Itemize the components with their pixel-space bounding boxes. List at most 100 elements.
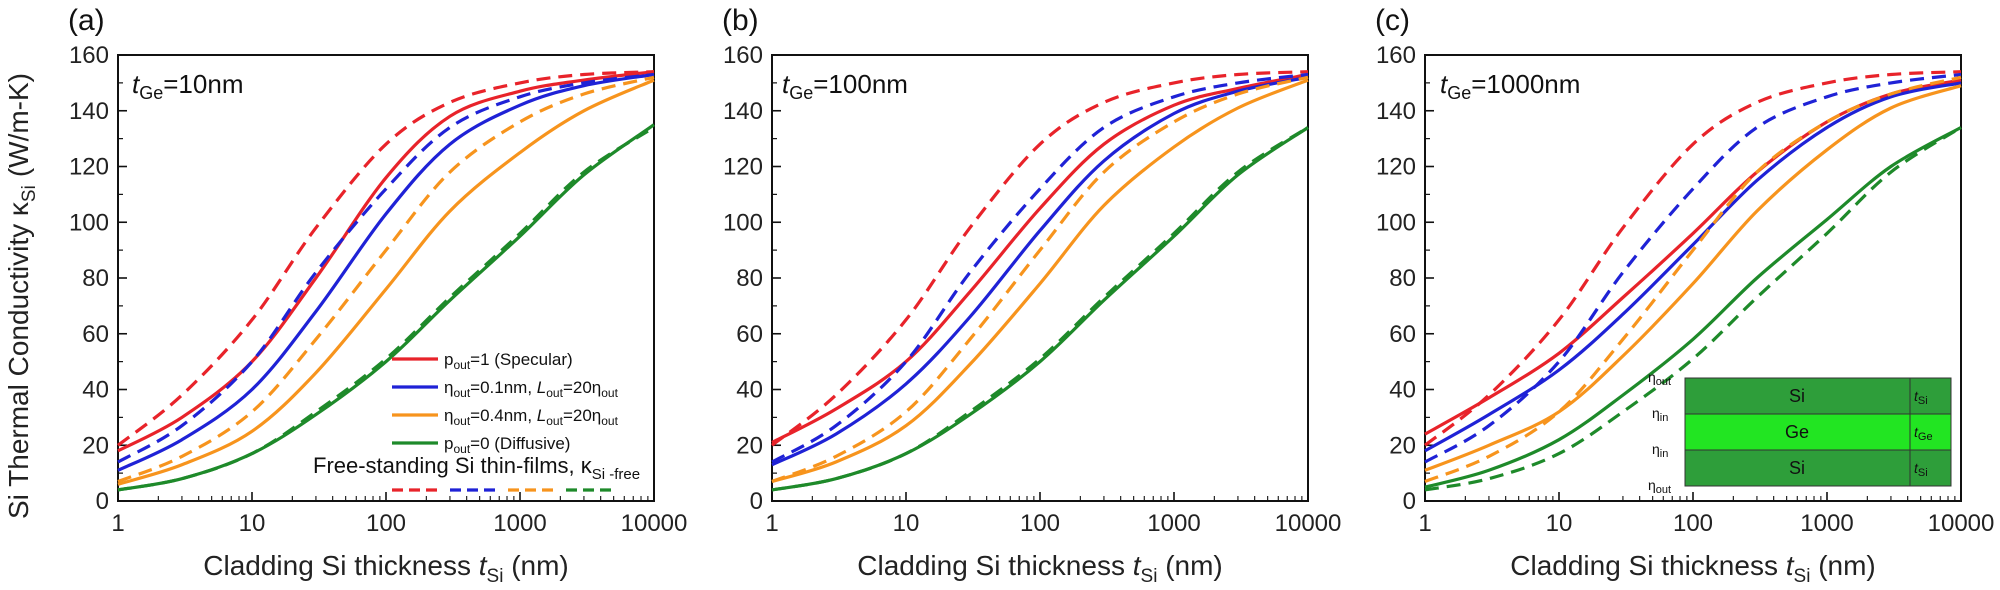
panel-c-series-diffusive-solid bbox=[1424, 126, 1962, 489]
panel-c-annotation-sub: Ge bbox=[1447, 83, 1471, 103]
panel-b-y-tick-label: 160 bbox=[723, 42, 763, 69]
panel-a-series-eta04-solid bbox=[117, 78, 655, 486]
panel-c-y-tick-label: 160 bbox=[1376, 42, 1416, 69]
panel-a-series-specular-dashed bbox=[117, 70, 655, 447]
y-axis-title-unit: (W/m-K) bbox=[3, 73, 34, 177]
inset-right-sub: Si bbox=[1918, 395, 1928, 407]
legend-eta04-var: L bbox=[537, 406, 546, 425]
legend-eta01-sub2: out bbox=[546, 386, 563, 400]
panel-c-x-axis-title: Cladding Si thickness tSi (nm) bbox=[1510, 550, 1876, 587]
inset-left-label-lower-interface: ηin bbox=[1652, 441, 1668, 460]
panel-a-annotation-sub: Ge bbox=[139, 83, 163, 103]
legend-specular-sub: out bbox=[453, 358, 470, 372]
inset-left-eta: η bbox=[1648, 477, 1656, 493]
inset-left-eta: η bbox=[1652, 405, 1660, 421]
panel-b-x-tick-label: 1000 bbox=[1147, 510, 1200, 537]
panel-b-annotation-sub: Ge bbox=[789, 83, 813, 103]
panel-a-x-tick-label: 1000 bbox=[493, 510, 546, 537]
panel-b-y-tick-label: 140 bbox=[723, 98, 763, 125]
panel-c-y-tick-label: 40 bbox=[1389, 377, 1416, 404]
panel-c-label: (c) bbox=[1375, 4, 1410, 37]
legend-diffusive-post: =0 (Diffusive) bbox=[470, 434, 570, 453]
inset-left-sub: in bbox=[1660, 448, 1669, 460]
legend: pout=1 (Specular) ηout=0.1nm, Lout=20ηou… bbox=[313, 350, 640, 492]
panel-b-annotation: tGe=100nm bbox=[782, 69, 908, 103]
x-axis-title-unit: (nm) bbox=[1810, 550, 1875, 581]
inset-left-sub: out bbox=[1656, 484, 1671, 496]
inset-left-label-bottom: ηout bbox=[1648, 477, 1671, 496]
legend-free-main: Free-standing Si thin-films, κ bbox=[313, 453, 593, 478]
panel-c-x-tick-label: 10 bbox=[1546, 510, 1573, 537]
x-axis-title-var: t bbox=[1133, 550, 1142, 581]
panel-c-y-tick-label: 120 bbox=[1376, 154, 1416, 181]
panel-a-x-tick-label: 100 bbox=[366, 510, 406, 537]
panel-c-x-tick-label: 1000 bbox=[1800, 510, 1853, 537]
panel-b-y-tick-label: 120 bbox=[723, 154, 763, 181]
panel-a-annotation: tGe=10nm bbox=[132, 69, 243, 103]
panel-c-ticks: 0 20 40 60 80 100 120 140 160 1 10 100 1000 10000 bbox=[1376, 42, 1994, 537]
panel-c-y-tick-label: 20 bbox=[1389, 432, 1416, 459]
panel-b-y-tick-label: 20 bbox=[736, 432, 763, 459]
x-axis-title-main: Cladding Si thickness bbox=[1510, 550, 1785, 581]
panel-c-series-eta01-dashed bbox=[1424, 72, 1962, 464]
panel-c-y-tick-label: 140 bbox=[1376, 98, 1416, 125]
panel-c-x-tick-label: 10000 bbox=[1928, 510, 1995, 537]
legend-label-eta04: ηout=0.4nm, Lout=20ηout bbox=[444, 406, 619, 428]
panel-b-x-tick-label: 100 bbox=[1020, 510, 1060, 537]
inset-layer-stack: Si Ge Si tSi tGe tSi ηout ηin ηin ηout bbox=[1648, 369, 1952, 496]
inset-layer-si-top bbox=[1684, 377, 1952, 415]
panel-a-label: (a) bbox=[68, 4, 105, 37]
inset-layer-ge bbox=[1684, 413, 1952, 451]
panel-a-series bbox=[117, 70, 655, 492]
y-axis-title-main: Si Thermal Conductivity κ bbox=[3, 201, 34, 519]
legend-free-label: Free-standing Si thin-films, κSi -free bbox=[313, 453, 640, 483]
panel-a-plot-frame bbox=[117, 54, 655, 502]
legend-eta01-post: =20η bbox=[563, 378, 601, 397]
inset-right-var: t bbox=[1914, 424, 1919, 440]
panel-b-annotation-value: =100nm bbox=[813, 69, 908, 99]
panel-b-annotation-var: t bbox=[782, 69, 791, 99]
inset-right-label-si-bottom: tSi bbox=[1914, 460, 1928, 479]
panel-b-series-eta04-dashed bbox=[771, 75, 1309, 483]
x-axis-title-var: t bbox=[479, 550, 488, 581]
y-axis-title: Si Thermal Conductivity κSi (W/m-K) bbox=[3, 73, 40, 519]
x-axis-title-unit: (nm) bbox=[503, 550, 568, 581]
panel-c-y-tick-label: 60 bbox=[1389, 321, 1416, 348]
x-axis-title-unit: (nm) bbox=[1157, 550, 1222, 581]
panel-b-y-tick-label: 0 bbox=[750, 488, 763, 515]
legend-specular-post: =1 (Specular) bbox=[470, 350, 573, 369]
x-axis-title-sub: Si bbox=[1794, 566, 1811, 587]
panel-a-y-tick-label: 80 bbox=[82, 265, 109, 292]
panel-a-y-tick-label: 160 bbox=[69, 42, 109, 69]
legend-eta01-var: L bbox=[537, 378, 546, 397]
inset-right-label-si-top: tSi bbox=[1914, 388, 1928, 407]
panel-a-y-tick-label: 0 bbox=[96, 488, 109, 515]
panel-a-annotation-value: =10nm bbox=[163, 69, 243, 99]
x-axis-title-var: t bbox=[1786, 550, 1795, 581]
panel-c-y-tick-label: 100 bbox=[1376, 209, 1416, 236]
y-axis-title-sub: Si bbox=[19, 185, 40, 202]
legend-label-eta01: ηout=0.1nm, Lout=20ηout bbox=[444, 378, 619, 400]
panel-a-series-specular-solid bbox=[117, 70, 655, 453]
inset-left-eta: η bbox=[1652, 441, 1660, 457]
panel-b-series-eta01-solid bbox=[771, 75, 1309, 467]
panel-a-series-diffusive-dashed bbox=[117, 126, 655, 492]
panel-c-y-tick-label: 80 bbox=[1389, 265, 1416, 292]
inset-left-sub: in bbox=[1660, 412, 1669, 424]
inset-left-eta: η bbox=[1648, 369, 1656, 385]
panel-b-series-diffusive-dashed bbox=[771, 126, 1309, 492]
inset-layer-label-si-top: Si bbox=[1789, 386, 1805, 406]
panel-b-y-tick-label: 60 bbox=[736, 321, 763, 348]
legend-label-specular: pout=1 (Specular) bbox=[444, 350, 573, 372]
legend-eta04-mid: =0.4nm, bbox=[470, 406, 537, 425]
panel-a-x-tick-label: 1 bbox=[111, 510, 124, 537]
panel-b-plot-frame bbox=[771, 54, 1309, 502]
legend-eta01-pre: η bbox=[444, 378, 453, 397]
inset-layer-label-ge: Ge bbox=[1785, 422, 1809, 442]
panel-b-x-tick-label: 10 bbox=[893, 510, 920, 537]
panel-a-y-tick-label: 120 bbox=[69, 154, 109, 181]
inset-right-sub: Ge bbox=[1918, 431, 1933, 443]
x-axis-title-sub: Si bbox=[1141, 566, 1158, 587]
inset-layer-label-si-bottom: Si bbox=[1789, 458, 1805, 478]
